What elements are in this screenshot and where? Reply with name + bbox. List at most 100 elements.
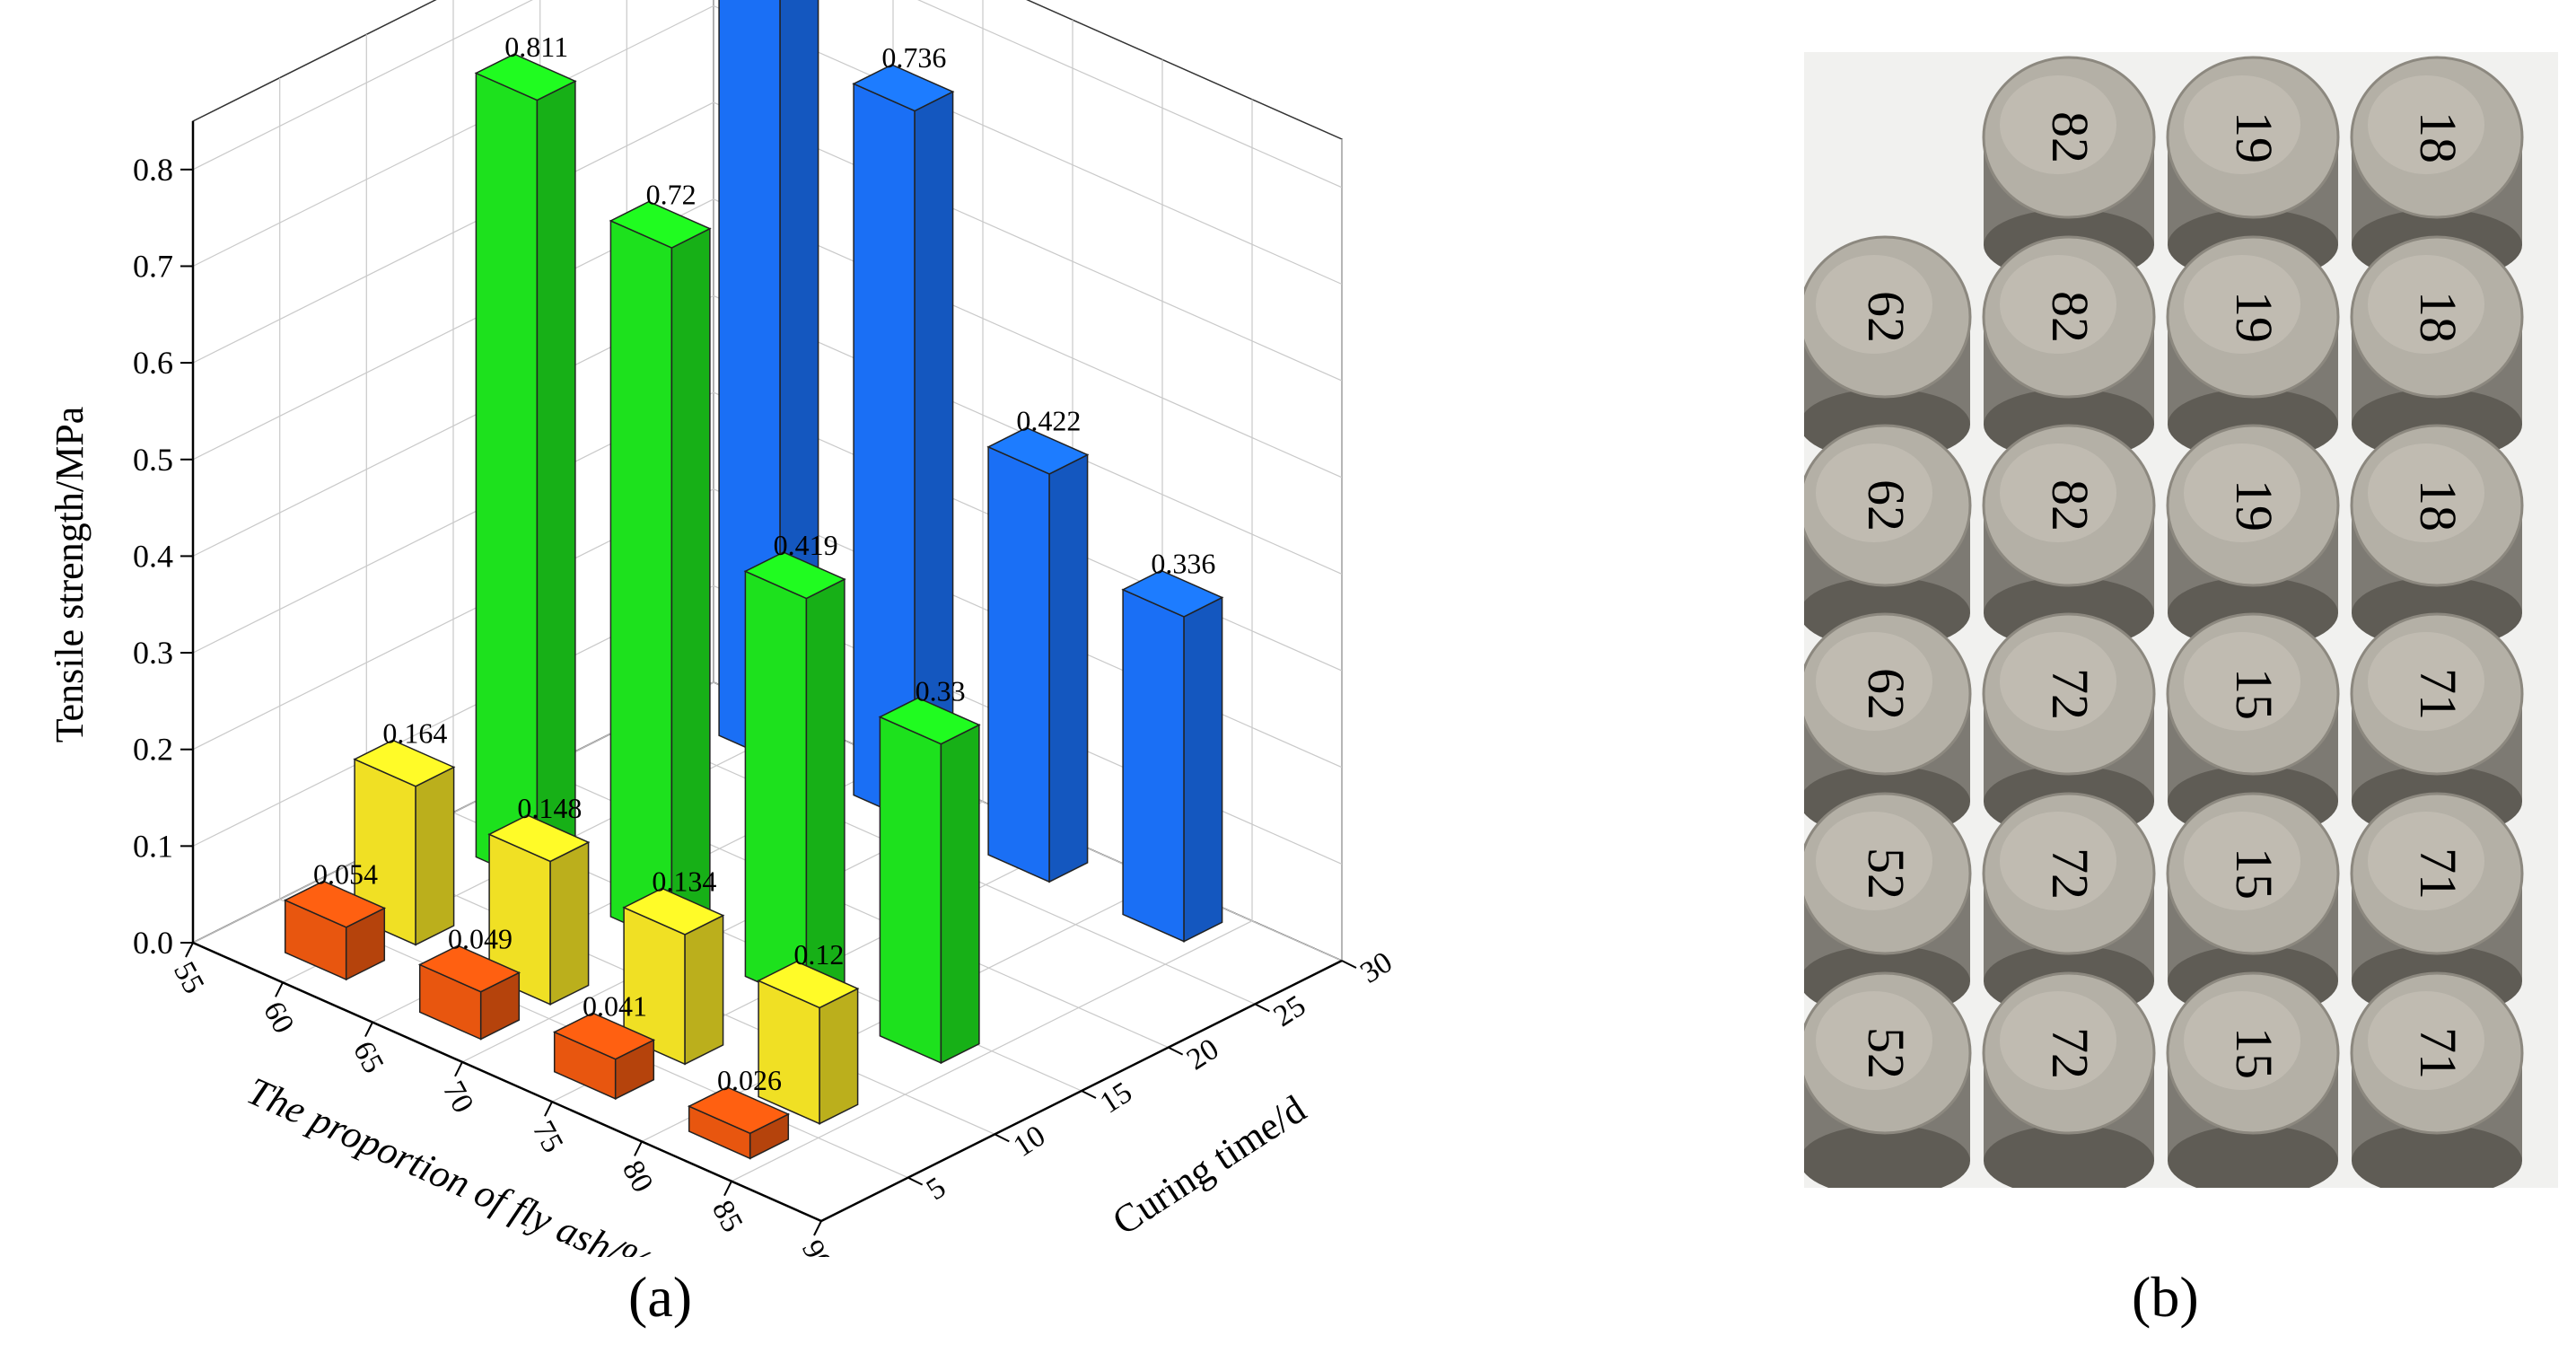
- specimen-highlight: [1816, 812, 1932, 910]
- y-tick: [1254, 1003, 1270, 1013]
- bar-front-face: [987, 445, 1050, 883]
- bar-side-face: [940, 724, 980, 1065]
- bar-side-face: [415, 766, 455, 946]
- bar-value-label: 0.72: [646, 179, 697, 211]
- bar-value-label: 0.134: [652, 865, 716, 898]
- specimen-highlight: [2184, 444, 2300, 542]
- x-tick: [454, 1061, 463, 1077]
- specimen-highlight: [2000, 75, 2116, 174]
- y-axis-title: Curing time/d: [1105, 1086, 1314, 1243]
- specimen-photo: 82 19 18 62 82 19 18 62 82 19 18 62 72 15 71 52 72 15 71 52…: [1804, 52, 2558, 1188]
- x-tick: [364, 1022, 373, 1038]
- y-tick: [1168, 1046, 1184, 1056]
- specimen: 62: [1804, 235, 1972, 461]
- specimen-base: [1804, 1125, 1970, 1188]
- specimen: 15: [2166, 792, 2340, 1017]
- bar-side-face: [684, 914, 724, 1066]
- x-tick: [813, 1220, 822, 1236]
- bar-value-label: 0.054: [313, 857, 378, 890]
- bar: [878, 697, 981, 1065]
- z-tick-label: 0.6: [133, 345, 173, 381]
- bar-value-label: 0.811: [504, 31, 568, 63]
- x-tick-label: 65: [346, 1036, 390, 1078]
- bar-side-face: [549, 840, 590, 1006]
- bar-top-face: [609, 200, 712, 249]
- x-tick: [275, 981, 284, 997]
- x-tick: [185, 942, 194, 958]
- bar-top-face: [474, 53, 577, 101]
- y-tick-label: 30: [1354, 945, 1398, 990]
- z-tick-label: 0.3: [133, 635, 173, 671]
- specimen-highlight: [2184, 632, 2300, 731]
- x-axis-line: [192, 941, 822, 1223]
- bar-top-face: [757, 961, 860, 1009]
- bar-side-face: [819, 987, 859, 1125]
- specimen-number: 18: [2409, 111, 2467, 163]
- z-tick-label: 0.5: [133, 442, 173, 478]
- specimen-highlight: [2368, 75, 2484, 174]
- specimen-highlight: [2000, 812, 2116, 910]
- bar-top-face: [687, 1086, 791, 1135]
- x-tick: [634, 1140, 643, 1156]
- specimen-number: 62: [1857, 479, 1915, 532]
- bar: [283, 880, 387, 981]
- panel-label-a: (a): [628, 1265, 693, 1329]
- bar: [1121, 569, 1224, 943]
- specimen-number: 82: [2041, 111, 2099, 163]
- bar-top-face: [283, 880, 387, 928]
- bar: [474, 53, 577, 885]
- bar-value-label: 0.419: [774, 529, 838, 561]
- specimen-highlight: [2184, 255, 2300, 354]
- bar-value-label: 0.148: [517, 792, 582, 824]
- bar-top-face: [852, 64, 955, 112]
- x-tick-label: 90: [795, 1234, 839, 1257]
- bar: [986, 426, 1090, 883]
- specimen-highlight: [2184, 812, 2300, 910]
- specimen-number: 71: [2409, 1027, 2467, 1079]
- specimen-highlight: [1816, 991, 1932, 1090]
- specimen-highlight: [1816, 255, 1932, 354]
- bar-value-label: 0.336: [1151, 548, 1215, 580]
- specimen-number: 72: [2041, 1027, 2099, 1079]
- bar-value-label: 0.12: [793, 938, 844, 971]
- bar-front-face: [1122, 588, 1185, 943]
- specimen-highlight: [2368, 991, 2484, 1090]
- bar-top-face: [353, 739, 456, 787]
- x-tick-label: 80: [616, 1155, 660, 1198]
- x-tick: [723, 1181, 732, 1197]
- specimen-highlight: [2000, 255, 2116, 354]
- bar-top-face: [1121, 569, 1224, 618]
- bar-side-face: [1183, 596, 1223, 943]
- x-tick-label: 55: [167, 956, 211, 998]
- z-axis-title: Tensile strength/MPa: [48, 407, 92, 743]
- specimen-number: 62: [1857, 668, 1915, 720]
- x-gridline: [731, 99, 1253, 1182]
- specimen-highlight: [2184, 991, 2300, 1090]
- z-tick-label: 0.4: [133, 538, 173, 574]
- bar-side-face: [670, 227, 711, 945]
- bar: [757, 961, 860, 1125]
- x-tick: [544, 1101, 553, 1117]
- z-tick-label: 0.8: [133, 152, 173, 188]
- panel-label-b: (b): [2132, 1265, 2199, 1329]
- z-tick-label: 0.2: [133, 732, 173, 768]
- specimen-base: [2168, 1125, 2338, 1188]
- x-tick-label: 85: [705, 1195, 749, 1237]
- bar: [743, 551, 846, 1005]
- specimen-number: 19: [2225, 479, 2283, 532]
- specimen-number: 18: [2409, 291, 2467, 343]
- specimen-number: 19: [2225, 291, 2283, 343]
- specimen-highlight: [2368, 255, 2484, 354]
- specimen-highlight: [2000, 991, 2116, 1090]
- specimen-highlight: [1816, 444, 1932, 542]
- bar-top-face: [487, 814, 591, 863]
- y-tick: [1081, 1090, 1097, 1099]
- bar: [353, 739, 456, 946]
- specimen-base: [2352, 1125, 2522, 1188]
- specimen: 52: [1804, 971, 1972, 1188]
- bar-front-face: [475, 72, 539, 885]
- specimen: 82: [1982, 56, 2156, 281]
- specimen-number: 52: [1857, 1027, 1915, 1079]
- specimen-number: 82: [2041, 291, 2099, 343]
- specimen-number: 72: [2041, 668, 2099, 720]
